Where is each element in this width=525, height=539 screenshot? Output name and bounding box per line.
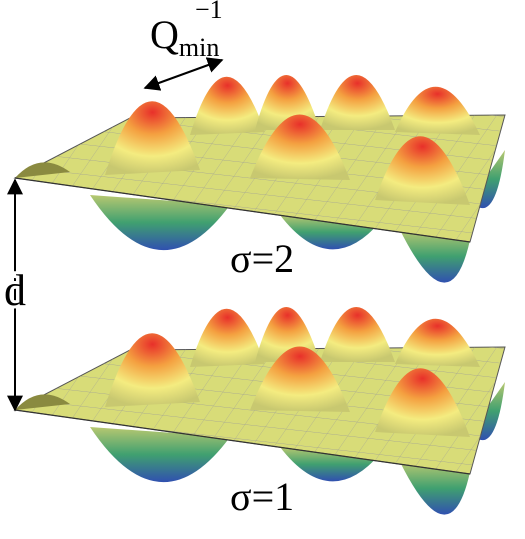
- width-label-subscript: min: [179, 33, 219, 62]
- lower-surface-label: σ=1: [230, 474, 294, 519]
- separation-label: d: [4, 266, 26, 315]
- figure: Qmin −1 d σ=2 σ=1: [0, 0, 525, 539]
- width-label-superscript: −1: [195, 0, 223, 24]
- width-label: Qmin −1: [150, 0, 223, 62]
- width-label-base: Q: [150, 12, 179, 57]
- width-arrow: [145, 60, 222, 88]
- upper-surface-label: σ=2: [230, 236, 294, 281]
